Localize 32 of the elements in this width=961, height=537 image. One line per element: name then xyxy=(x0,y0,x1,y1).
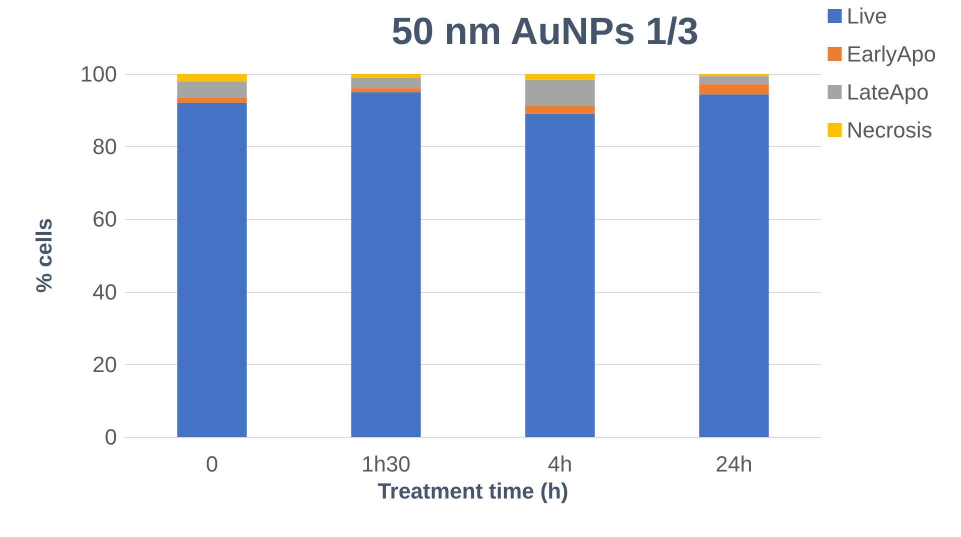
x-tick-label: 1h30 xyxy=(362,452,410,476)
bar xyxy=(525,74,595,80)
legend-label: LateApo xyxy=(846,80,929,104)
bar xyxy=(699,76,769,84)
legend-label: Live xyxy=(846,4,888,28)
bar xyxy=(177,74,247,82)
x-tick-label: 4h xyxy=(548,452,572,476)
x-tick-label: 0 xyxy=(206,452,218,476)
x-tick-label: 24h xyxy=(716,452,752,476)
y-tick-label: 80 xyxy=(92,134,117,160)
y-tick-label: 40 xyxy=(92,279,117,304)
y-tick-label: 100 xyxy=(80,62,117,86)
bar xyxy=(699,84,769,94)
bar xyxy=(351,88,421,92)
legend-label: EarlyApo xyxy=(846,42,936,66)
bar xyxy=(351,74,421,78)
legend-label: Necrosis xyxy=(846,118,932,142)
bar xyxy=(525,80,595,106)
y-axis-title: % cells xyxy=(32,218,56,293)
y-tick-label: 0 xyxy=(104,424,117,450)
chart-title: 50 nm AuNPs 1/3 xyxy=(392,11,698,53)
bar xyxy=(525,106,595,114)
bar xyxy=(351,78,421,88)
y-tick-label: 20 xyxy=(92,352,117,377)
bar xyxy=(699,94,769,437)
bar xyxy=(351,92,421,437)
bar xyxy=(177,97,247,104)
y-tick-label: 60 xyxy=(92,206,117,232)
bar xyxy=(177,81,247,98)
bar xyxy=(525,114,595,437)
x-axis-title: Treatment time (h) xyxy=(378,478,568,504)
bar xyxy=(177,103,247,437)
